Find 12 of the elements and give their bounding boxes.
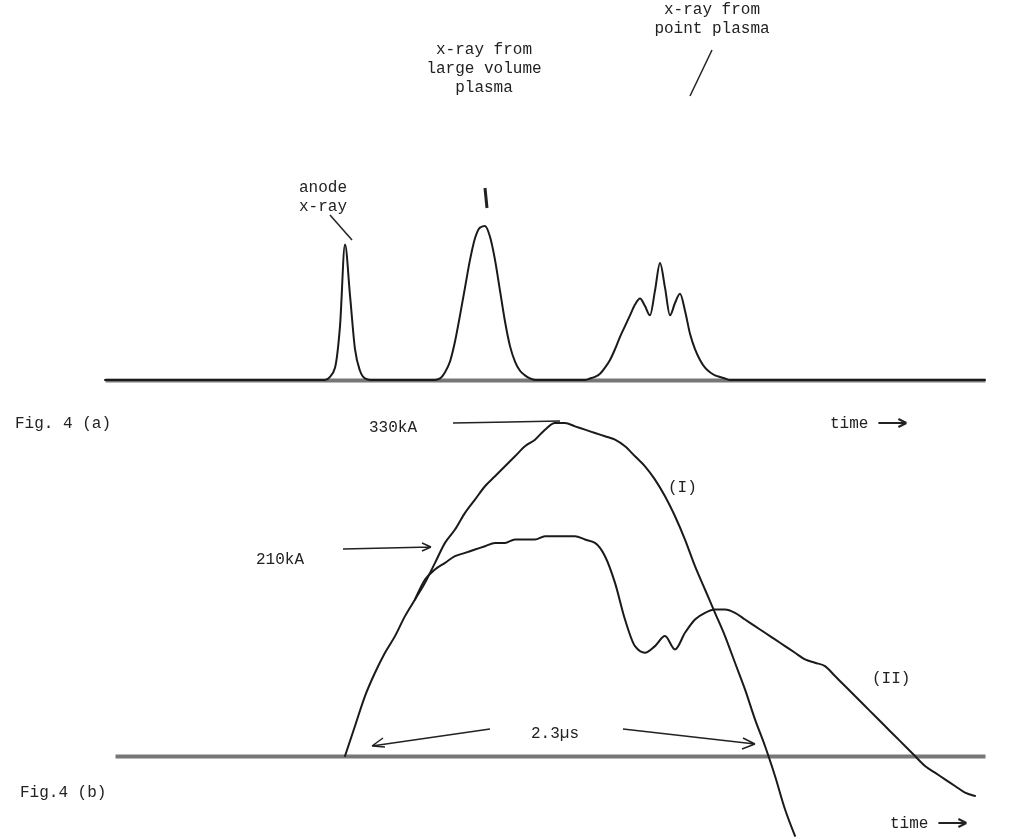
text: x-ray from large volume plasma [426,41,542,97]
series-label: (I) [668,479,697,497]
caption: Fig.4 (b) [20,784,107,802]
x-axis-title: time [830,415,869,433]
annotation: 330kA [368,419,418,437]
caption: Fig. 4 (a) [15,415,112,433]
annotation: 2.3µs [530,725,580,743]
text: x-ray from point plasma [654,1,771,38]
series-label: (II) [872,670,911,688]
x-axis-title: time [890,815,929,833]
annotation: 210kA [255,551,305,569]
text: anode x-ray [298,179,348,216]
